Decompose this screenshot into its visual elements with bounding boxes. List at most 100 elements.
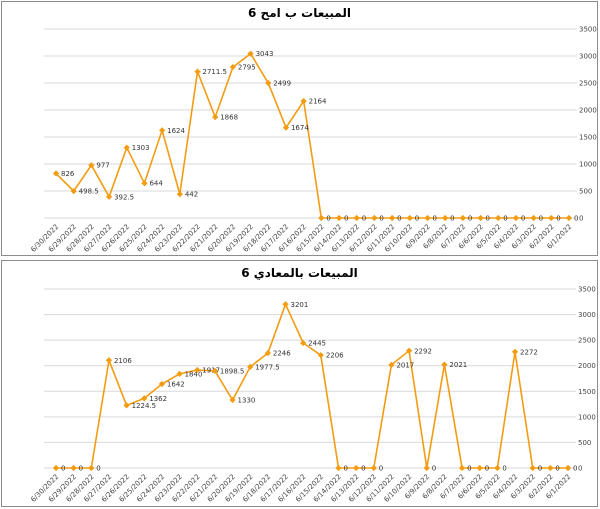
series-line-2 (56, 302, 568, 469)
data-point (530, 214, 537, 222)
y-tick-label: 1500 (579, 134, 597, 142)
data-label: 1674 (291, 124, 309, 132)
data-label: 1917 (202, 366, 220, 374)
data-point (123, 402, 130, 409)
data-point (88, 464, 95, 472)
data-point (564, 464, 572, 472)
data-label: 0 (61, 465, 65, 473)
data-label: 3201 (291, 301, 309, 309)
data-point (477, 214, 484, 222)
data-label: 2021 (449, 361, 467, 369)
data-label: 2164 (309, 98, 327, 106)
y-tick-label: 2000 (578, 362, 596, 370)
data-label: 2445 (308, 339, 326, 347)
data-point (353, 214, 360, 222)
data-label: 0 (538, 465, 542, 473)
data-point (70, 464, 77, 472)
data-point (176, 370, 183, 378)
data-point (123, 144, 130, 151)
y-tick-label: 3500 (578, 286, 596, 294)
gridlines-1 (44, 28, 577, 219)
data-point (353, 464, 360, 472)
data-label: 1868 (220, 114, 238, 122)
data-point (212, 114, 219, 121)
data-point (335, 214, 343, 222)
data-label: 1977.5 (255, 363, 280, 371)
data-point (548, 214, 555, 222)
data-label: 0 (96, 465, 100, 473)
data-point (547, 464, 554, 472)
data-label: 1362 (149, 395, 167, 403)
data-point (335, 464, 342, 472)
data-point (194, 68, 201, 75)
data-point (441, 361, 448, 368)
chart-title-2: المبيعات بالمعادي 6 (241, 266, 358, 280)
data-point (476, 464, 483, 472)
data-label: 826 (61, 170, 75, 178)
data-point (141, 180, 148, 187)
data-label: 392.5 (114, 193, 134, 201)
y-tick-label: 3000 (579, 53, 597, 61)
data-label: 0 (539, 215, 543, 223)
data-point (424, 214, 431, 222)
data-label: 1898.5 (220, 367, 245, 375)
data-label: 0 (521, 215, 525, 223)
y-tick-label: 500 (578, 439, 591, 447)
data-label: 442 (185, 191, 198, 199)
data-point (406, 214, 413, 222)
data-label: 0 (502, 465, 506, 473)
data-point (495, 214, 502, 222)
line-chart-1: 05001000150020002500300035006/30/20226/2… (29, 26, 597, 254)
y-tick-label: 2500 (579, 80, 597, 88)
data-point (565, 214, 573, 222)
data-point (264, 350, 271, 357)
data-point (70, 187, 77, 195)
data-label: 2292 (414, 347, 432, 355)
data-point (194, 366, 201, 374)
line-chart-2: 05001000150020002500300035006/30/20226/2… (29, 286, 596, 504)
data-label: 3043 (256, 50, 274, 58)
data-label: 0 (379, 215, 383, 223)
data-label: 0 (485, 465, 489, 473)
data-point (282, 301, 289, 308)
data-label: 0 (397, 215, 401, 223)
data-label: 0 (574, 215, 578, 223)
data-label: 0 (344, 215, 348, 223)
data-label: 1330 (238, 396, 256, 404)
data-point (105, 357, 113, 364)
data-label: 0 (467, 465, 471, 473)
data-label: 0 (468, 215, 472, 223)
data-point (105, 193, 113, 200)
data-point (442, 214, 449, 222)
data-label: 1303 (132, 144, 150, 152)
data-point (371, 214, 378, 222)
y-tick-label: 2000 (579, 107, 597, 115)
data-label: 2106 (114, 357, 132, 365)
data-label: 644 (149, 180, 163, 188)
data-label: 0 (343, 465, 347, 473)
data-point (159, 127, 166, 134)
data-label: 0 (573, 465, 577, 473)
data-label: 0 (362, 215, 366, 223)
chart-panel-1: المبيعات ب امح 6 0 500 1000 1500 2000 2500 300… (1, 1, 598, 256)
data-label: 2272 (520, 348, 538, 356)
data-label: 0 (79, 465, 83, 473)
y-tick-label: 500 (579, 188, 592, 196)
data-point (52, 170, 60, 177)
data-point (52, 464, 60, 472)
data-point (459, 214, 466, 222)
data-label: 1624 (167, 127, 185, 135)
y-tick-label: 2500 (578, 337, 596, 345)
data-label: 0 (486, 215, 490, 223)
data-point (370, 464, 377, 472)
data-label: 0 (556, 215, 560, 223)
chart-panel-2: المبيعات بالمعادي 6 0 500 1000 1500 2000 2500… (1, 260, 598, 507)
data-point (176, 191, 183, 198)
data-label: 2017 (396, 361, 414, 369)
data-label: 0 (379, 465, 383, 473)
y-tick-label: 1000 (579, 161, 597, 169)
data-point (458, 464, 466, 472)
data-label: 2711.5 (203, 68, 228, 76)
y-tick-label: 1000 (578, 413, 596, 421)
data-label: 1840 (185, 370, 203, 378)
